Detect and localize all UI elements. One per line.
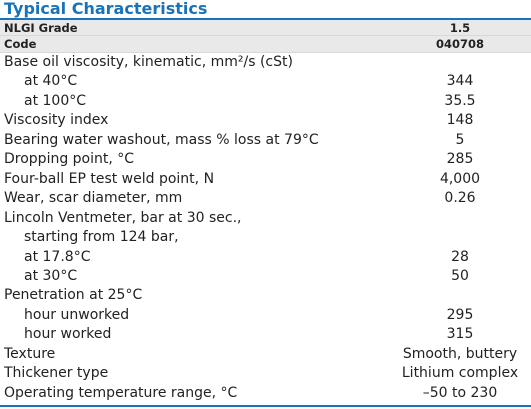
table-row: Penetration at 25°C [0, 286, 531, 305]
table-row: at 40°C 344 [0, 72, 531, 91]
row-value: –50 to 230 [422, 384, 498, 401]
row-label: hour worked [24, 326, 112, 343]
row-value: 315 [446, 326, 474, 343]
table-row: Thickener type Lithium complex [0, 364, 531, 383]
row-label: Dropping point, °C [4, 151, 135, 168]
row-value: 50 [451, 267, 469, 284]
row-label: hour unworked [24, 306, 130, 323]
bottom-rule [0, 405, 531, 407]
table-row: Texture Smooth, buttery [0, 345, 531, 364]
header-value: 1.5 [449, 20, 471, 35]
row-value: Lithium complex [401, 365, 519, 382]
row-value: 5 [455, 131, 465, 148]
row-label: at 17.8°C [24, 248, 91, 265]
table-row: Base oil viscosity, kinematic, mm²/s (cS… [0, 53, 531, 72]
header-row: NLGI Grade 1.5 [0, 19, 531, 36]
table-row: at 30°C 50 [0, 267, 531, 286]
table-row: at 100°C 35.5 [0, 92, 531, 111]
table-row: Wear, scar diameter, mm 0.26 [0, 189, 531, 208]
row-value: 285 [446, 151, 474, 168]
row-label: Viscosity index [4, 112, 109, 129]
row-value: Smooth, buttery [402, 345, 518, 362]
row-value: 0.26 [444, 190, 476, 207]
row-value: 295 [446, 306, 474, 323]
row-label: starting from 124 bar, [24, 229, 179, 246]
header-row: Code 040708 [0, 36, 531, 53]
header-value: 040708 [435, 37, 484, 51]
table-row: Bearing water washout, mass % loss at 79… [0, 131, 531, 150]
table-row: Four-ball EP test weld point, N 4,000 [0, 170, 531, 189]
row-label: Thickener type [4, 365, 109, 382]
table-row: Dropping point, °C 285 [0, 150, 531, 169]
row-label: Base oil viscosity, kinematic, mm²/s (cS… [4, 54, 293, 70]
row-value: 344 [446, 73, 474, 90]
row-label: Operating temperature range, °C [4, 384, 238, 401]
title-rule [0, 18, 531, 20]
row-label: at 40°C [24, 73, 78, 90]
table-row: Operating temperature range, °C –50 to 23… [0, 384, 531, 403]
row-value: 35.5 [444, 92, 476, 109]
header-label: NLGI Grade [4, 20, 78, 35]
row-value: 148 [446, 112, 474, 129]
table-row: Lincoln Ventmeter, bar at 30 sec., [0, 209, 531, 228]
row-label: Four-ball EP test weld point, N [4, 170, 215, 187]
row-label: Penetration at 25°C [4, 287, 143, 304]
row-label: at 30°C [24, 267, 78, 284]
row-label: Lincoln Ventmeter, bar at 30 sec., [4, 209, 242, 226]
row-label: at 100°C [24, 92, 87, 109]
table-row: starting from 124 bar, [0, 228, 531, 247]
row-label: Texture [4, 345, 56, 362]
row-value: 28 [451, 248, 469, 265]
header-label: Code [4, 37, 37, 51]
table-row: hour unworked 295 [0, 306, 531, 325]
row-value: 4,000 [439, 170, 481, 187]
row-label: Wear, scar diameter, mm [4, 190, 183, 207]
table-row: hour worked 315 [0, 325, 531, 344]
table-row: at 17.8°C 28 [0, 248, 531, 267]
table-row: Viscosity index 148 [0, 111, 531, 130]
title: Typical Characteristics [4, 0, 208, 18]
row-label: Bearing water washout, mass % loss at 79… [4, 131, 319, 148]
